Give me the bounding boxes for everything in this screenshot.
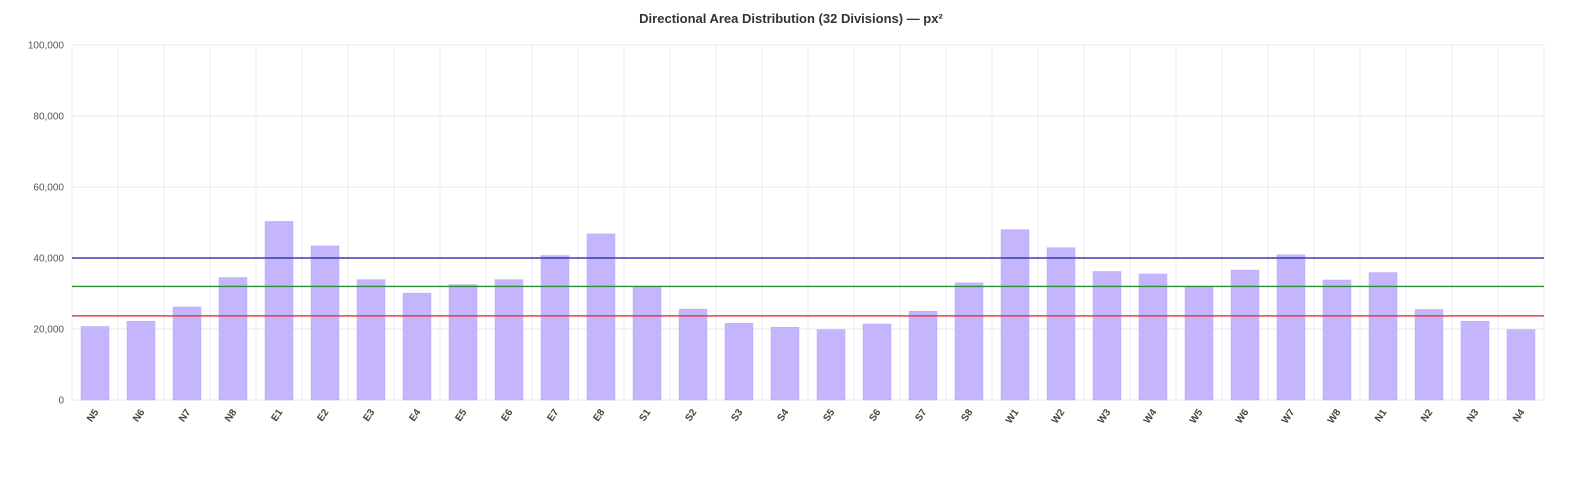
bar-N2[interactable]: [1414, 309, 1444, 401]
bar-S4[interactable]: [770, 326, 800, 401]
bar-W1[interactable]: [1000, 229, 1030, 401]
y-axis-ticks: 0 20,000 40,000 60,000 80,000 100,000: [28, 41, 65, 407]
bar-W4[interactable]: [1138, 273, 1168, 401]
x-tick-label: N4: [1511, 407, 1528, 424]
x-tick-label: W1: [1004, 407, 1022, 426]
x-tick-label: S1: [637, 407, 653, 424]
bar-S8[interactable]: [954, 282, 984, 401]
x-tick-label: E1: [269, 407, 285, 424]
grid-lines: [71, 44, 1545, 401]
bar-N1[interactable]: [1368, 272, 1398, 401]
x-tick-label: S6: [867, 407, 883, 424]
x-tick-label: W5: [1188, 407, 1206, 426]
bar-E8[interactable]: [586, 233, 616, 401]
x-tick-label: N3: [1465, 407, 1482, 424]
x-tick-label: E7: [545, 407, 561, 424]
bar-S3[interactable]: [724, 323, 754, 401]
bar-E4[interactable]: [402, 292, 432, 401]
x-tick-label: W3: [1096, 407, 1114, 426]
bar-W6[interactable]: [1230, 269, 1260, 401]
x-tick-label: E3: [361, 407, 377, 424]
x-tick-label: W2: [1050, 407, 1068, 426]
bar-W5[interactable]: [1184, 286, 1214, 401]
bar-E6[interactable]: [494, 279, 524, 401]
bar-E3[interactable]: [356, 279, 386, 401]
bar-E1[interactable]: [264, 221, 294, 401]
bar-S6[interactable]: [862, 323, 892, 401]
x-tick-label: E8: [591, 407, 607, 424]
x-tick-label: N5: [85, 407, 102, 424]
y-tick-label: 20,000: [33, 325, 64, 336]
y-tick-label: 60,000: [33, 183, 64, 194]
x-tick-label: E6: [499, 407, 515, 424]
bar-S2[interactable]: [678, 308, 708, 401]
bar-S5[interactable]: [816, 329, 846, 401]
x-tick-label: S2: [683, 407, 699, 424]
bars: [80, 221, 1536, 401]
bar-W7[interactable]: [1276, 254, 1306, 401]
x-axis-ticks: N5 N6 N7 N8 E1 E2 E3 E4 E5 E6 E7 E8 S1 S2 S3 S4 S5 S6 S7 S8…: [85, 407, 1528, 426]
bar-W2[interactable]: [1046, 247, 1076, 401]
x-tick-label: E5: [453, 407, 469, 424]
x-tick-label: N2: [1419, 407, 1436, 424]
x-tick-label: S3: [729, 407, 745, 424]
x-tick-label: N8: [223, 407, 240, 424]
x-tick-label: W8: [1326, 407, 1344, 426]
bar-N7[interactable]: [172, 306, 202, 401]
x-tick-label: S5: [821, 407, 837, 424]
bar-N4[interactable]: [1506, 329, 1536, 401]
x-tick-label: E2: [315, 407, 331, 424]
x-tick-label: N7: [177, 407, 194, 424]
x-tick-label: S8: [959, 407, 975, 424]
y-tick-label: 40,000: [33, 254, 64, 265]
x-tick-label: S7: [913, 407, 929, 424]
x-tick-label: E4: [407, 407, 423, 424]
bar-W8[interactable]: [1322, 279, 1352, 401]
bar-W3[interactable]: [1092, 271, 1122, 401]
x-tick-label: N1: [1373, 407, 1390, 424]
bar-N8[interactable]: [218, 277, 248, 401]
x-tick-label: S4: [775, 407, 791, 424]
y-tick-label: 0: [58, 396, 64, 407]
x-tick-label: N6: [131, 407, 148, 424]
y-tick-label: 100,000: [28, 41, 65, 52]
bar-N5[interactable]: [80, 326, 110, 401]
y-tick-label: 80,000: [33, 112, 64, 123]
bar-S7[interactable]: [908, 311, 938, 401]
x-tick-label: W7: [1280, 407, 1298, 426]
x-tick-label: W4: [1142, 407, 1160, 426]
x-tick-label: W6: [1234, 407, 1252, 426]
bar-N6[interactable]: [126, 320, 156, 401]
reference-lines: [72, 257, 1544, 317]
bar-E7[interactable]: [540, 255, 570, 401]
bar-S1[interactable]: [632, 287, 662, 401]
bar-E2[interactable]: [310, 245, 340, 401]
chart-title: Directional Area Distribution (32 Divisi…: [639, 11, 943, 26]
bar-E5[interactable]: [448, 284, 478, 401]
bar-N3[interactable]: [1460, 320, 1490, 401]
